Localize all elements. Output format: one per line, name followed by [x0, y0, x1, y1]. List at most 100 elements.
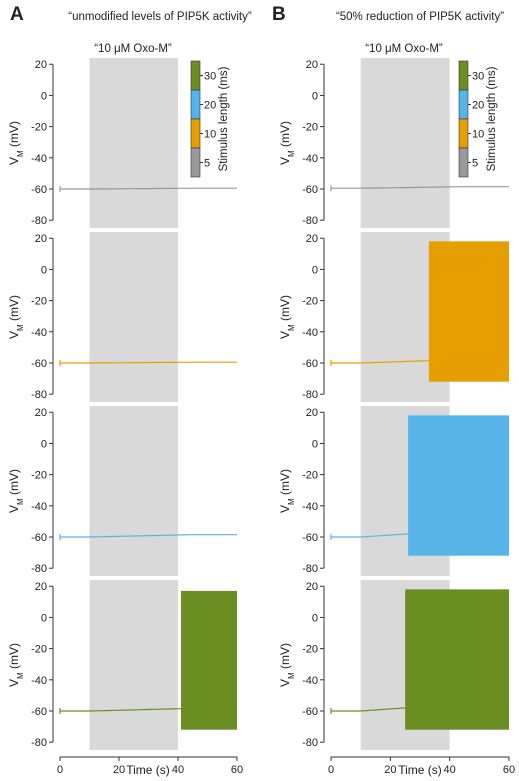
panel-a-30ms-y-axis-label: VM (mV) [7, 643, 25, 687]
panel-a-30ms-trace [60, 708, 181, 712]
colorbar-b-tick-label: 5 [472, 158, 478, 170]
colorbar-b-tick-label: 20 [472, 100, 484, 112]
stimulus-label-a: “10 μM Oxo-M” [94, 43, 172, 55]
panel-a-10ms-trace [60, 361, 237, 364]
panel-a-20ms-stimulus-shading [89, 406, 178, 576]
panel-a-5ms-y-tick-label: 20 [35, 59, 47, 71]
colorbar-a-tick-label: 20 [204, 100, 216, 112]
panel-b-30ms-x-tick-label: 0 [328, 764, 334, 776]
panel-a-5ms-y-tick-label: -40 [31, 153, 47, 165]
panel-a-10ms-y-tick-label: 0 [41, 264, 47, 276]
panel-b-5ms-y-tick-label: -60 [302, 184, 318, 196]
colorbar-b-tick-label: 10 [472, 129, 484, 141]
panel-a-30ms-x-tick-label: 20 [113, 764, 125, 776]
x-axis-label-b: Time (s) [398, 763, 442, 777]
panel-b-20ms-y-axis-label: VM (mV) [278, 469, 296, 513]
panel-b-30ms: 20 0 -20 -40 -60 -80 VM (mV) 0 20 40 60 [278, 580, 515, 776]
panel-b-30ms-y-axis-label: VM (mV) [278, 643, 296, 687]
panel-b-30ms-x-tick-label: 60 [503, 764, 515, 776]
panel-a-10ms: 20 0 -20 -40 -60 -80 VM (mV) [7, 232, 237, 402]
panel-b-30ms-x-tick-label: 20 [384, 764, 396, 776]
panel-a-5ms-trace [60, 187, 237, 190]
panel-a-10ms-y-tick-label: -60 [31, 358, 47, 370]
panel-b-30ms-spiking-block [405, 589, 509, 730]
panel-a-20ms-y-tick-label: -60 [31, 532, 47, 544]
panel-a-5ms-y-tick-label: -20 [31, 122, 47, 134]
panel-b-10ms: 20 0 -20 -40 -60 -80 VM (mV) [278, 232, 509, 402]
panel-b-10ms-y-tick-label: -60 [302, 358, 318, 370]
panel-a-30ms: 20 0 -20 -40 -60 -80 VM (mV) 0 20 40 60 [7, 580, 243, 776]
colorbar-a: 30 20 10 5 Stimulus length (ms) [190, 60, 230, 178]
panel-b-20ms-y-tick-label: 20 [306, 407, 318, 419]
colorbar-a-title: Stimulus length (ms) [218, 66, 230, 171]
column-title-a: “unmodified levels of PIP5K activity” [68, 11, 252, 23]
panel-a-10ms-y-tick-label: -80 [31, 389, 47, 401]
panel-a-10ms-y-tick-label: -40 [31, 327, 47, 339]
colorbar-b: 30 20 10 5 Stimulus length (ms) [458, 60, 498, 178]
panel-a-30ms-x-tick-label: 0 [57, 764, 63, 776]
panel-a-30ms-spiking-block [180, 590, 237, 730]
colorbar-a-tick-label: 5 [204, 158, 210, 170]
panel-b-30ms-y-tick-label: -40 [302, 675, 318, 687]
panel-a-20ms-y-tick-label: 20 [35, 407, 47, 419]
panel-b-30ms-y-tick-label: -80 [302, 737, 318, 749]
panel-a-30ms-y-tick-label: -80 [31, 737, 47, 749]
panel-b-30ms-x-tick-label: 40 [444, 764, 456, 776]
panel-b-10ms-y-tick-label: -40 [302, 327, 318, 339]
panel-a-30ms-x-tick-label: 40 [172, 764, 184, 776]
panel-a-10ms-y-axis-label: VM (mV) [7, 295, 25, 339]
panel-b-20ms-y-tick-label: -60 [302, 532, 318, 544]
panel-a-20ms-y-tick-label: -40 [31, 501, 47, 513]
panel-a-10ms-y-tick-label: 20 [35, 233, 47, 245]
colorbar-a-segment-20 [190, 89, 201, 120]
panel-b-20ms-y-tick-label: 0 [312, 438, 318, 450]
panel-a-20ms-trace [60, 534, 237, 538]
colorbar-b-segment-20 [458, 89, 469, 120]
panel-b-5ms-y-tick-label: -20 [302, 122, 318, 134]
panel-a-30ms-y-tick-label: -40 [31, 675, 47, 687]
panel-letter-b: B [272, 4, 286, 25]
panel-b-5ms: 20 0 -20 -40 -60 -80 VM (mV) [278, 58, 509, 228]
panel-b-5ms-y-tick-label: 0 [312, 90, 318, 102]
panel-a-30ms-y-tick-label: 0 [41, 612, 47, 624]
colorbar-b-segment-10 [458, 118, 469, 149]
panel-b-5ms-stimulus-shading [360, 58, 450, 228]
panel-a-5ms-stimulus-shading [89, 58, 178, 228]
panel-a-20ms-y-axis-label: VM (mV) [7, 469, 25, 513]
panel-b-10ms-y-tick-label: 0 [312, 264, 318, 276]
column-title-b: “50% reduction of PIP5K activity” [336, 11, 504, 23]
panel-b-30ms-trace [331, 707, 406, 712]
colorbar-a-tick-label: 10 [204, 129, 216, 141]
panel-b-5ms-y-tick-label: 20 [306, 59, 318, 71]
colorbar-b-segment-5 [458, 147, 469, 178]
panel-a-5ms-y-axis-label: VM (mV) [7, 121, 25, 165]
panel-b-30ms-y-tick-label: 0 [312, 612, 318, 624]
panel-a-5ms-y-tick-label: -60 [31, 184, 47, 196]
panel-a-30ms-y-tick-label: -60 [31, 706, 47, 718]
panel-a-5ms-y-tick-label: -80 [31, 215, 47, 227]
panel-b-30ms-y-tick-label: -60 [302, 706, 318, 718]
panel-b-10ms-trace [331, 360, 429, 364]
panel-a-20ms-y-tick-label: -20 [31, 470, 47, 482]
panel-a-20ms: 20 0 -20 -40 -60 -80 VM (mV) [7, 406, 237, 576]
colorbar-b-tick-label: 30 [472, 71, 484, 83]
colorbar-a-segment-10 [190, 118, 201, 149]
panels-layer: 20 0 -20 -40 -60 -80 VM (mV) 20 0 -20 -40 -60 -80 VM … [7, 58, 515, 776]
panel-b-20ms: 20 0 -20 -40 -60 -80 VM (mV) [278, 406, 509, 576]
panel-b-5ms-trace [331, 186, 509, 189]
colorbar-a-segment-30 [190, 60, 201, 91]
panel-a-5ms-y-tick-label: 0 [41, 90, 47, 102]
panel-a-30ms-x-tick-label: 60 [231, 764, 243, 776]
panel-b-20ms-y-tick-label: -40 [302, 501, 318, 513]
panel-a-30ms-y-tick-label: 20 [35, 581, 47, 593]
panel-a-20ms-y-tick-label: -80 [31, 563, 47, 575]
colorbar-a-tick-label: 30 [204, 71, 216, 83]
panel-b-20ms-y-tick-label: -20 [302, 470, 318, 482]
panel-a-10ms-stimulus-shading [89, 232, 178, 402]
colorbar-a-segment-5 [190, 147, 201, 178]
panel-a-30ms-stimulus-shading [89, 580, 178, 750]
stimulus-label-b: “10 μM Oxo-M” [365, 43, 443, 55]
colorbar-b-segment-30 [458, 60, 469, 91]
panel-b-10ms-spiking-block [428, 241, 509, 382]
